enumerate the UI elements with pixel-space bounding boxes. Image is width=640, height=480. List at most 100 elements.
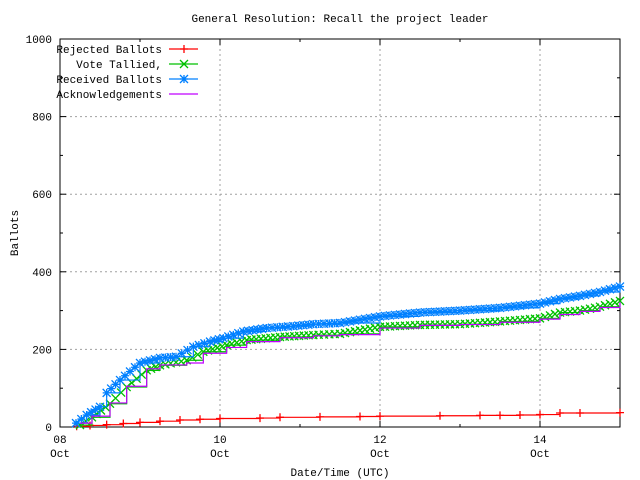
- y-tick-label: 400: [32, 268, 52, 280]
- data-point: [196, 415, 204, 424]
- series-layer: [71, 282, 625, 431]
- data-point: [470, 305, 480, 315]
- data-point: [209, 336, 219, 345]
- data-point: [214, 334, 224, 344]
- data-point: [135, 358, 145, 368]
- data-point: [106, 384, 116, 394]
- data-point: [545, 296, 555, 306]
- data-point: [187, 352, 197, 362]
- data-point: [600, 286, 610, 296]
- data-point: [535, 299, 545, 309]
- data-point: [350, 316, 360, 326]
- data-point: [495, 303, 505, 313]
- data-point: [156, 417, 164, 426]
- data-point: [243, 326, 253, 336]
- x-tick-label-day: 14: [533, 435, 547, 447]
- data-point: [140, 357, 150, 367]
- data-point: [272, 322, 282, 332]
- data-point: [216, 414, 224, 423]
- data-point: [575, 291, 585, 301]
- data-point: [330, 318, 340, 328]
- data-point: [227, 339, 237, 349]
- x-axis-label: Date/Time (UTC): [290, 468, 389, 480]
- y-tick-label: 800: [32, 113, 52, 125]
- data-point: [615, 282, 625, 292]
- data-point: [319, 319, 329, 329]
- data-point: [385, 310, 395, 320]
- data-point: [150, 354, 160, 364]
- data-point: [590, 288, 600, 298]
- data-point: [160, 359, 170, 369]
- data-point: [248, 325, 258, 335]
- chart-title: General Resolution: Recall the project l…: [191, 14, 488, 26]
- series-line: [80, 302, 621, 424]
- data-point: [298, 320, 308, 330]
- data-point: [76, 414, 86, 424]
- data-point: [288, 321, 298, 331]
- plot-border: [59, 38, 621, 428]
- data-point: [400, 309, 410, 319]
- grid: [60, 39, 620, 427]
- data-point: [545, 310, 555, 320]
- data-point: [130, 362, 140, 372]
- data-point: [199, 338, 209, 348]
- data-point: [455, 306, 465, 316]
- data-point: [340, 317, 350, 327]
- x-tick-label-month: Oct: [50, 449, 70, 461]
- legend-label: Received Ballots: [56, 75, 162, 87]
- data-point: [335, 318, 345, 328]
- data-point: [390, 310, 400, 320]
- legend-label: Acknowledgements: [56, 90, 162, 102]
- data-point: [610, 297, 620, 307]
- data-point: [465, 305, 475, 315]
- data-point: [585, 289, 595, 299]
- data-point: [155, 353, 165, 363]
- data-point: [252, 324, 262, 334]
- data-point: [425, 307, 435, 317]
- series-received-ballots: [71, 282, 625, 428]
- data-point: [595, 287, 605, 297]
- data-point: [615, 296, 625, 306]
- data-point: [610, 283, 620, 293]
- data-point: [476, 411, 484, 420]
- data-point: [283, 322, 293, 331]
- data-point: [570, 292, 580, 302]
- data-point: [233, 328, 243, 338]
- data-point: [380, 311, 390, 321]
- data-point: [82, 410, 92, 420]
- data-point: [616, 408, 624, 417]
- data-point: [303, 320, 313, 330]
- legend-label: Vote Tallied,: [76, 60, 162, 72]
- data-point: [595, 302, 605, 312]
- data-point: [120, 371, 130, 381]
- data-point: [395, 310, 405, 319]
- data-point: [102, 420, 111, 429]
- data-point: [324, 319, 334, 328]
- data-point: [370, 312, 380, 322]
- data-point: [95, 402, 105, 412]
- data-point: [580, 290, 590, 300]
- data-point: [256, 414, 264, 423]
- data-point: [115, 375, 125, 385]
- data-point: [450, 306, 460, 316]
- data-point: [205, 337, 215, 347]
- legend-marker: [179, 74, 189, 84]
- series-acknowledgements: [80, 302, 621, 424]
- data-point: [238, 327, 248, 337]
- data-point: [262, 323, 272, 333]
- data-point: [188, 342, 198, 352]
- y-tick-label: 1000: [26, 35, 52, 47]
- data-point: [145, 355, 155, 365]
- data-point: [177, 348, 187, 358]
- legend-label: Rejected Ballots: [56, 45, 162, 57]
- data-point: [276, 413, 284, 422]
- series-rejected-ballots: [72, 408, 624, 431]
- y-axis-label: Ballots: [10, 210, 22, 256]
- legend-marker: [179, 59, 189, 69]
- data-point: [490, 303, 500, 313]
- x-tick-label-month: Oct: [210, 449, 230, 461]
- data-point: [560, 293, 570, 303]
- data-point: [500, 302, 510, 312]
- data-point: [355, 315, 365, 325]
